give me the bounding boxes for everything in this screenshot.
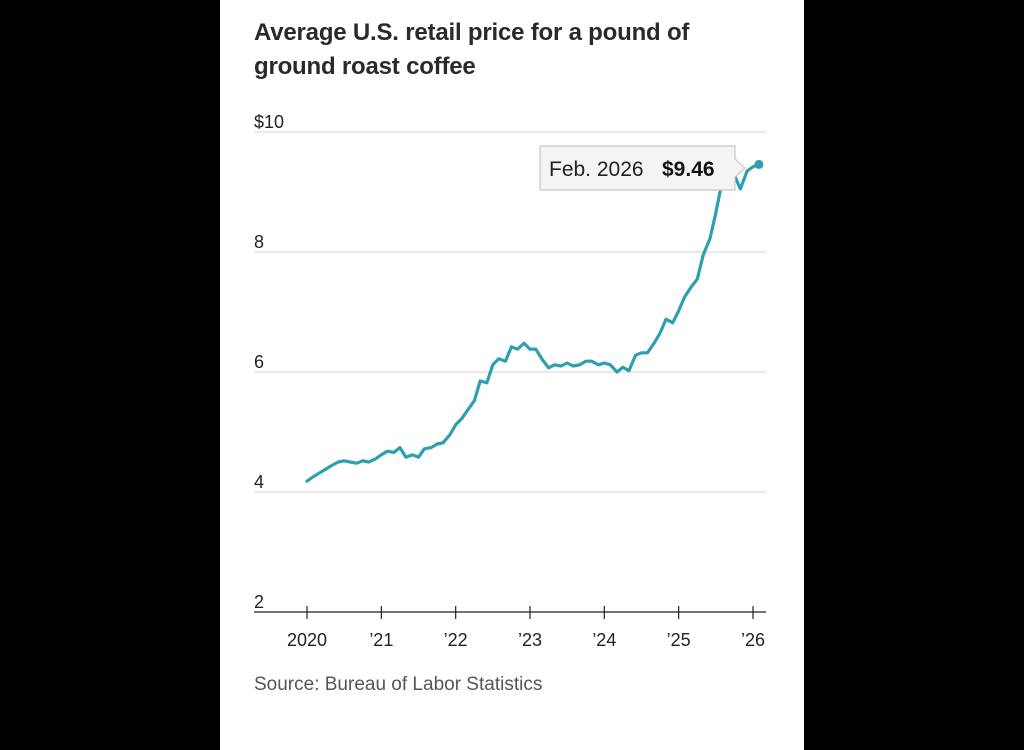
annotation-point — [754, 159, 764, 169]
price-series-line — [305, 162, 761, 483]
annotation-value-label: $9.46 — [662, 158, 715, 181]
x-tick-label: ’21 — [369, 630, 393, 650]
y-tick-label: 2 — [254, 592, 264, 612]
x-axis: 2020 ’21 ’22 ’23 ’24 ’25 ’26 — [254, 606, 766, 650]
y-tick-label: $10 — [254, 112, 284, 132]
y-tick-label: 8 — [254, 232, 264, 252]
annotation-date-label: Feb. 2026 — [549, 158, 644, 181]
source-note: Source: Bureau of Labor Statistics — [254, 674, 543, 695]
annotation-callout: Feb. 2026 $9.46 — [539, 145, 764, 191]
annotation-box — [539, 145, 746, 191]
chart-title: Average U.S. retail price for a pound of… — [254, 19, 690, 80]
chart-card: Average U.S. retail price for a pound of… — [220, 0, 804, 750]
y-tick-label: 6 — [254, 352, 264, 372]
x-tick-label: 2020 — [287, 630, 327, 650]
x-tick-label: ’23 — [518, 630, 542, 650]
x-tick-label: ’25 — [667, 630, 691, 650]
line-chart: $10 8 6 4 2 2020 ’21 ’22 ’23 ’24 ’25 ’26 Feb. 2026… — [254, 112, 766, 650]
y-gridlines — [254, 131, 766, 493]
x-tick-label: ’22 — [444, 630, 468, 650]
y-tick-label: 4 — [254, 472, 264, 492]
x-tick-label: ’26 — [741, 630, 765, 650]
y-axis-labels: $10 8 6 4 2 — [254, 112, 284, 612]
x-tick-label: ’24 — [592, 630, 616, 650]
